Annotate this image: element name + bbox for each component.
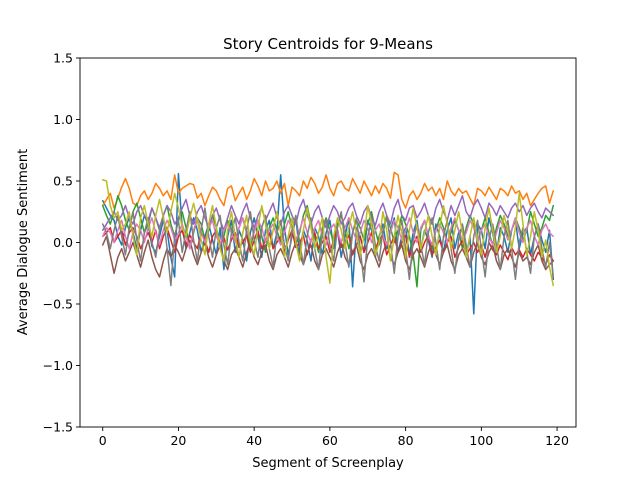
y-axis: −1.5 −1.0 −0.5 0.0 0.5 1.0 1.5 <box>43 51 80 435</box>
x-axis-label: Segment of Screenplay <box>252 456 404 471</box>
y-tick-label: 1.0 <box>53 112 73 127</box>
y-axis-label: Average Dialogue Sentiment <box>16 149 31 336</box>
y-tick-label: −1.5 <box>43 420 73 435</box>
x-axis: 0 20 40 60 80 100 120 <box>99 427 569 448</box>
x-tick-label: 60 <box>322 433 338 448</box>
x-tick-label: 40 <box>246 433 262 448</box>
y-tick-label: 0.0 <box>53 235 73 250</box>
y-tick-label: 1.5 <box>53 51 73 66</box>
x-tick-label: 80 <box>398 433 414 448</box>
series-line-9 <box>101 179 555 287</box>
y-tick-label: 0.5 <box>53 174 73 189</box>
series-line-5 <box>101 195 555 231</box>
series-line-8 <box>101 207 555 287</box>
chart-title: Story Centroids for 9-Means <box>223 35 433 53</box>
series-line-4 <box>101 226 555 266</box>
x-tick-label: 120 <box>545 433 569 448</box>
x-tick-label: 100 <box>469 433 493 448</box>
x-tick-label: 0 <box>99 433 107 448</box>
series-line-2 <box>101 171 555 209</box>
y-tick-label: −0.5 <box>43 297 73 312</box>
y-tick-label: −1.0 <box>43 358 73 373</box>
x-tick-label: 20 <box>170 433 186 448</box>
series-group <box>101 171 555 315</box>
